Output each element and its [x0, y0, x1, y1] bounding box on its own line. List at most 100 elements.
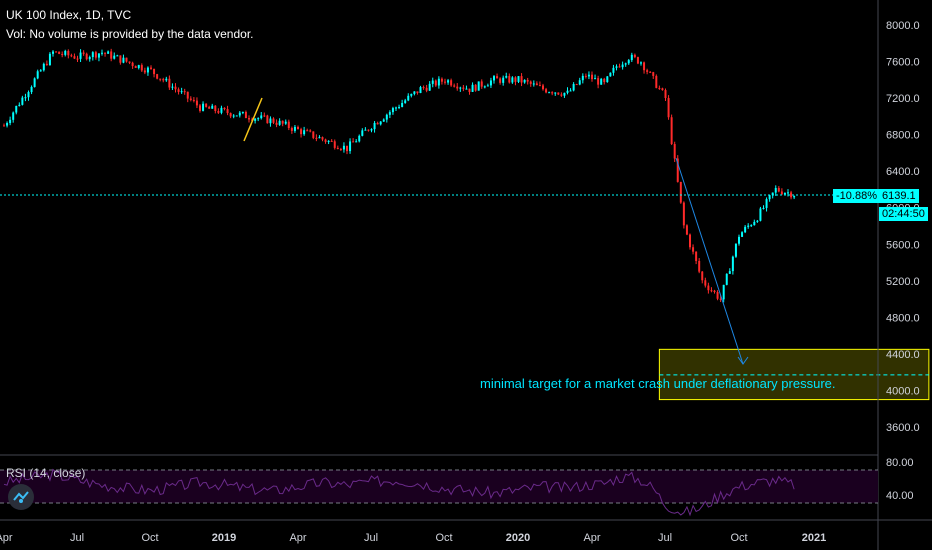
candle-body	[373, 122, 376, 130]
candle-body	[780, 191, 783, 195]
candle-body	[205, 103, 208, 107]
candle-body	[523, 79, 526, 83]
candle-body	[557, 92, 560, 95]
candle-body	[679, 181, 682, 203]
candle-body	[214, 105, 217, 111]
candle-body	[321, 137, 324, 140]
candle-body	[630, 54, 633, 61]
candle-body	[477, 81, 480, 91]
candle-body	[532, 83, 535, 85]
candle-body	[419, 87, 422, 94]
candle-body	[24, 97, 27, 99]
candle-body	[349, 141, 352, 152]
candle-body	[517, 76, 520, 82]
rsi-label: RSI (14, close)	[6, 466, 86, 480]
candle-body	[591, 74, 593, 80]
candle-body	[119, 55, 122, 63]
candle-body	[278, 120, 281, 125]
candle-body	[355, 141, 358, 143]
candle-body	[48, 53, 51, 66]
candle-body	[67, 50, 70, 56]
candle-body	[404, 100, 407, 103]
candle-body	[330, 140, 333, 142]
candle-body	[738, 236, 740, 244]
candle-body	[122, 57, 125, 63]
candle-body	[180, 91, 183, 93]
candle-body	[257, 118, 260, 120]
candle-body	[39, 70, 42, 72]
time-tick-label: Apr	[583, 532, 600, 544]
candle-body	[156, 74, 159, 79]
time-tick-label: Jul	[658, 532, 672, 544]
candle-body	[594, 78, 597, 80]
candle-body	[104, 52, 107, 54]
candle-body	[168, 78, 171, 88]
candle-body	[750, 225, 753, 227]
candle-body	[597, 78, 600, 85]
candle-body	[101, 52, 103, 54]
candle-body	[220, 107, 223, 113]
rsi-tick-label: 80.00	[886, 457, 914, 469]
candle-body	[346, 145, 348, 152]
time-tick-label: Apr	[289, 532, 306, 544]
candle-body	[293, 126, 296, 131]
candle-body	[618, 66, 621, 68]
rsi-line	[3, 468, 795, 517]
candle-body	[489, 80, 492, 86]
candle-body	[159, 78, 162, 80]
candle-body	[774, 187, 777, 193]
candle-body	[710, 290, 713, 292]
candle-body	[603, 78, 606, 83]
candle-body	[73, 56, 76, 59]
candle-body	[719, 298, 722, 300]
candle-body	[97, 53, 100, 58]
candle-body	[401, 102, 404, 107]
candle-body	[581, 75, 584, 81]
price-tick-label: 4000.0	[886, 385, 920, 397]
candle-body	[395, 107, 397, 109]
candle-body	[572, 84, 575, 91]
candle-body	[189, 98, 192, 100]
candle-body	[640, 62, 642, 64]
change-percent-tag: -10.88%	[833, 189, 880, 203]
time-tick-label: Jul	[70, 532, 84, 544]
candle-body	[474, 84, 477, 91]
time-tick-label: Oct	[435, 532, 452, 544]
candle-body	[790, 192, 793, 198]
candle-body	[318, 137, 321, 139]
candle-body	[131, 62, 134, 67]
candle-body	[58, 51, 61, 54]
candle-body	[707, 285, 710, 291]
candle-body	[324, 139, 327, 142]
candle-body	[263, 115, 266, 117]
candle-body	[621, 64, 624, 68]
candle-body	[183, 91, 186, 93]
candle-body	[566, 90, 569, 93]
candle-body	[502, 77, 505, 83]
price-tick-label: 7600.0	[886, 57, 920, 69]
candle-body	[569, 90, 572, 92]
candle-body	[128, 61, 131, 63]
candle-body	[55, 51, 58, 53]
candle-body	[722, 284, 725, 300]
candle-body	[290, 127, 293, 131]
projection-arrow	[675, 157, 744, 365]
candle-body	[529, 81, 532, 84]
candle-body	[134, 66, 137, 68]
candle-body	[413, 91, 416, 94]
rsi-band	[0, 470, 878, 503]
time-tick-label: 2020	[506, 532, 530, 544]
candle-body	[260, 115, 263, 119]
time-tick-label: Jul	[364, 532, 378, 544]
candle-body	[747, 225, 750, 227]
candle-body	[658, 87, 661, 89]
tradingview-logo-icon[interactable]	[8, 484, 34, 510]
candle-body	[226, 109, 229, 114]
candle-body	[336, 147, 339, 149]
candle-body	[431, 80, 434, 84]
candle-body	[241, 111, 244, 113]
candle-body	[275, 122, 278, 125]
candle-body	[91, 52, 94, 58]
current-price-tag: 6139.1	[879, 189, 919, 203]
candle-body	[165, 78, 168, 81]
